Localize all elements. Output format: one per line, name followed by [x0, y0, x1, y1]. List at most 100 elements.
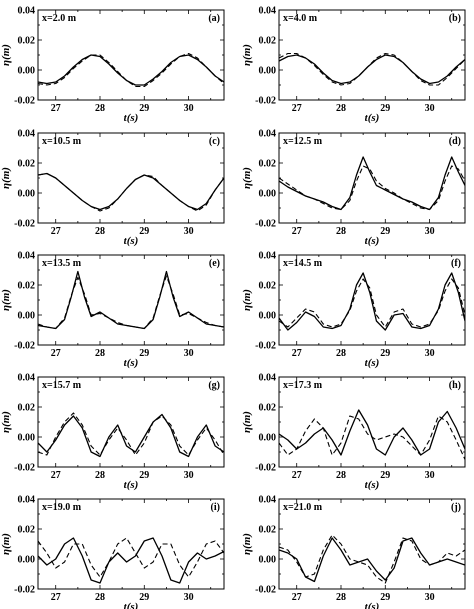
x-tick-label: 27 [292, 470, 302, 481]
y-tick-label: 0.00 [259, 433, 277, 444]
y-tick-label: 0.04 [18, 373, 36, 384]
series-line-solid [279, 409, 465, 456]
panel-d: 27 28 29 30 -0.02 0.00 0.02 0.04 t(s) η(m) x=12.5 … [241, 129, 466, 247]
series-line-dashed [38, 172, 224, 212]
y-axis-label: η(m) [241, 167, 253, 189]
x-tick-label: 29 [380, 226, 390, 237]
x-tick-label: 30 [425, 592, 435, 603]
panel-title: x=2.0 m [42, 13, 77, 24]
panel-i: 27 28 29 30 -0.02 0.00 0.02 0.04 t(s) η(m) x=19.0 … [0, 495, 225, 609]
y-tick-label: 0.02 [259, 525, 277, 536]
panel-f: 27 28 29 30 -0.02 0.00 0.02 0.04 t(s) η(m) x=14.5 … [241, 251, 466, 369]
y-tick-label: 0.00 [259, 555, 277, 566]
x-tick-label: 27 [51, 103, 61, 114]
x-axis-label: t(s) [124, 235, 139, 247]
y-tick-label: -0.02 [255, 341, 276, 352]
x-tick-label: 27 [51, 592, 61, 603]
series-line-dashed [279, 415, 465, 460]
panel-h: 27 28 29 30 -0.02 0.00 0.02 0.04 t(s) η(m) x=17.3 … [241, 373, 466, 491]
y-tick-label: 0.02 [18, 525, 36, 536]
x-tick-label: 28 [336, 226, 346, 237]
x-tick-label: 27 [51, 226, 61, 237]
y-tick-label: -0.02 [14, 341, 35, 352]
x-tick-label: 30 [184, 592, 194, 603]
x-tick-label: 28 [95, 226, 105, 237]
x-tick-label: 30 [425, 103, 435, 114]
x-tick-label: 29 [139, 470, 149, 481]
y-tick-label: 0.00 [18, 433, 36, 444]
x-axis-label: t(s) [365, 601, 380, 609]
x-tick-label: 29 [139, 103, 149, 114]
x-tick-label: 29 [139, 592, 149, 603]
y-axis-label: η(m) [0, 44, 12, 66]
x-axis-label: t(s) [124, 357, 139, 369]
panel-title: x=10.5 m [42, 136, 82, 147]
y-axis-label: η(m) [241, 44, 253, 66]
series-line-dashed [279, 534, 465, 584]
x-tick-label: 29 [380, 470, 390, 481]
x-tick-label: 29 [139, 226, 149, 237]
y-tick-label: -0.02 [14, 219, 35, 230]
panel-letter: (g) [208, 380, 220, 391]
panel-letter: (a) [208, 13, 220, 24]
x-tick-label: 30 [425, 470, 435, 481]
panel-letter: (e) [209, 258, 220, 269]
y-tick-label: 0.04 [259, 129, 277, 140]
y-tick-label: 0.02 [259, 281, 277, 292]
panel-title: x=12.5 m [283, 136, 323, 147]
series-line-solid [279, 537, 465, 583]
y-tick-label: 0.00 [18, 555, 36, 566]
panel-title: x=15.7 m [42, 380, 82, 391]
x-tick-label: 27 [292, 592, 302, 603]
x-tick-label: 28 [95, 592, 105, 603]
x-axis-label: t(s) [365, 112, 380, 124]
y-tick-label: 0.02 [259, 159, 277, 170]
series-line-solid [279, 54, 465, 85]
y-tick-label: 0.02 [18, 281, 36, 292]
y-tick-label: 0.04 [259, 373, 277, 384]
y-tick-label: 0.00 [259, 189, 277, 200]
panel-letter: (d) [449, 136, 461, 147]
y-axis-label: η(m) [0, 533, 12, 555]
series-line-solid [279, 156, 465, 211]
y-tick-label: -0.02 [255, 585, 276, 596]
series-line-solid [38, 537, 224, 584]
y-tick-label: -0.02 [14, 96, 35, 107]
y-tick-label: 0.00 [18, 189, 36, 200]
x-tick-label: 27 [51, 348, 61, 359]
x-tick-label: 30 [184, 103, 194, 114]
y-tick-label: 0.00 [18, 311, 36, 322]
y-tick-label: 0.04 [18, 251, 36, 262]
y-axis-label: η(m) [241, 289, 253, 311]
x-tick-label: 30 [425, 348, 435, 359]
y-tick-label: 0.00 [18, 66, 36, 77]
y-tick-label: 0.04 [259, 495, 277, 506]
y-tick-label: 0.04 [259, 6, 277, 17]
y-tick-label: -0.02 [14, 463, 35, 474]
y-tick-label: 0.04 [18, 129, 36, 140]
series-line-solid [279, 272, 465, 331]
y-axis-label: η(m) [0, 289, 12, 311]
panel-letter: (b) [449, 13, 461, 24]
series-line-solid [38, 270, 224, 330]
y-tick-label: -0.02 [255, 219, 276, 230]
x-tick-label: 27 [292, 103, 302, 114]
y-axis-label: η(m) [241, 411, 253, 433]
x-tick-label: 28 [95, 470, 105, 481]
panel-title: x=21.0 m [283, 502, 323, 513]
series-line-dashed [38, 52, 224, 88]
x-tick-label: 30 [184, 348, 194, 359]
panel-letter: (h) [449, 380, 461, 391]
x-tick-label: 28 [336, 348, 346, 359]
x-tick-label: 27 [292, 348, 302, 359]
x-axis-label: t(s) [124, 601, 139, 609]
panel-title: x=13.5 m [42, 258, 82, 269]
x-tick-label: 30 [184, 470, 194, 481]
x-tick-label: 29 [380, 348, 390, 359]
x-tick-label: 28 [336, 470, 346, 481]
series-line-dashed [279, 278, 465, 328]
y-tick-label: 0.00 [259, 66, 277, 77]
panel-title: x=19.0 m [42, 502, 82, 513]
panel-title: x=17.3 m [283, 380, 323, 391]
y-tick-label: 0.02 [259, 36, 277, 47]
